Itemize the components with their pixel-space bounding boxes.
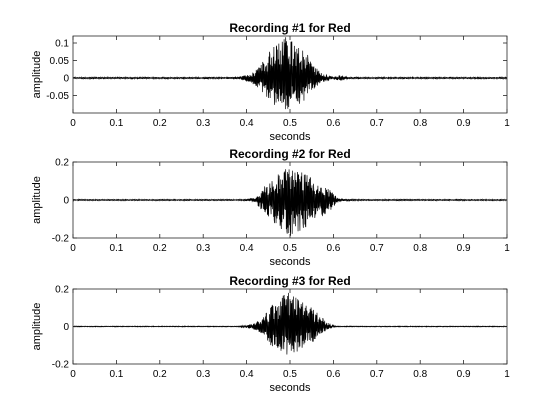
x-tick-label: 0 bbox=[70, 243, 76, 254]
chart-title: Recording #2 for Red bbox=[229, 147, 350, 161]
x-tick-label: 0.6 bbox=[326, 118, 340, 129]
x-tick-label: 0.5 bbox=[283, 243, 297, 254]
x-axis-label: seconds bbox=[270, 382, 311, 394]
waveform-series bbox=[73, 37, 507, 110]
x-tick-label: 0.9 bbox=[457, 118, 471, 129]
x-tick-label: 1 bbox=[504, 369, 510, 380]
x-tick-label: 0.7 bbox=[370, 369, 384, 380]
x-tick-label: 0.1 bbox=[109, 369, 123, 380]
x-tick-label: 0.6 bbox=[326, 243, 340, 254]
y-tick-label: 0.1 bbox=[55, 39, 69, 50]
x-tick-label: 0.1 bbox=[109, 243, 123, 254]
x-tick-label: 0 bbox=[70, 118, 76, 129]
y-tick-label: 0.05 bbox=[50, 56, 70, 67]
x-tick-label: 1 bbox=[504, 243, 510, 254]
x-tick-label: 0.5 bbox=[283, 369, 297, 380]
y-tick-label: 0 bbox=[63, 322, 69, 333]
x-tick-label: 0.8 bbox=[413, 118, 427, 129]
y-tick-label: -0.2 bbox=[52, 234, 70, 245]
waveform-series bbox=[73, 292, 507, 355]
y-tick-label: 0.2 bbox=[55, 285, 69, 296]
x-tick-label: 0.8 bbox=[413, 243, 427, 254]
subplot-1: 0 0.1 0.2 0.3 0.4 0.5 0.6 0.7 0.8 0.9 1 -0.05 0 0.05 0… bbox=[31, 21, 510, 143]
y-tick-label: 0 bbox=[63, 74, 69, 85]
y-tick-label: 0.2 bbox=[55, 158, 69, 169]
y-tick-label: -0.2 bbox=[52, 360, 70, 371]
x-tick-label: 0.8 bbox=[413, 369, 427, 380]
x-tick-label: 0.9 bbox=[457, 369, 471, 380]
subplot-2: 0 0.1 0.2 0.3 0.4 0.5 0.6 0.7 0.8 0.9 1-0.200.2Rec… bbox=[31, 147, 510, 268]
y-axis-label: amplitude bbox=[31, 176, 43, 224]
x-tick-label: 0.3 bbox=[196, 369, 210, 380]
subplot-3: 0 0.1 0.2 0.3 0.4 0.5 0.6 0.7 0.8 0.9 1-0.200.2Rec… bbox=[31, 274, 510, 394]
chart-title: Recording #3 for Red bbox=[229, 274, 350, 288]
x-axis-label: seconds bbox=[270, 256, 311, 268]
x-tick-label: 0.9 bbox=[457, 243, 471, 254]
x-tick-label: 0.2 bbox=[153, 118, 167, 129]
x-tick-label: 0.5 bbox=[283, 118, 297, 129]
x-tick-label: 0 bbox=[70, 369, 76, 380]
x-tick-label: 0.3 bbox=[196, 118, 210, 129]
chart-title: Recording #1 for Red bbox=[229, 21, 350, 35]
x-tick-label: 1 bbox=[504, 118, 510, 129]
x-tick-label: 0.3 bbox=[196, 243, 210, 254]
x-tick-label: 0.4 bbox=[240, 243, 254, 254]
y-axis-label: amplitude bbox=[31, 303, 43, 351]
x-tick-label: 0.4 bbox=[240, 118, 254, 129]
x-tick-label: 0.4 bbox=[240, 369, 254, 380]
x-tick-label: 0.7 bbox=[370, 243, 384, 254]
x-tick-label: 0.7 bbox=[370, 118, 384, 129]
y-tick-label: -0.05 bbox=[46, 91, 69, 102]
x-axis-label: seconds bbox=[270, 131, 311, 143]
waveform-series bbox=[73, 169, 507, 236]
y-tick-label: 0 bbox=[63, 196, 69, 207]
x-tick-label: 0.2 bbox=[153, 369, 167, 380]
x-tick-label: 0.6 bbox=[326, 369, 340, 380]
x-tick-label: 0.1 bbox=[109, 118, 123, 129]
y-axis-label: amplitude bbox=[31, 51, 43, 99]
x-tick-label: 0.2 bbox=[153, 243, 167, 254]
